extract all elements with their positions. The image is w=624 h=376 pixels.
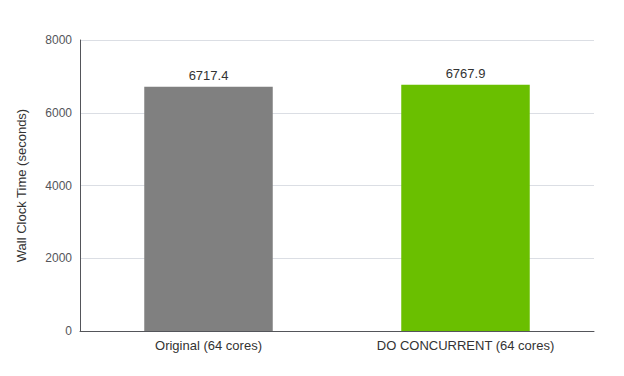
svg-text:Wall Clock Time (seconds): Wall Clock Time (seconds) bbox=[14, 109, 29, 262]
svg-text:4000: 4000 bbox=[45, 179, 72, 193]
svg-text:8000: 8000 bbox=[45, 33, 72, 47]
svg-text:2000: 2000 bbox=[45, 251, 72, 265]
svg-text:6000: 6000 bbox=[45, 106, 72, 120]
svg-text:Original (64 cores): Original (64 cores) bbox=[155, 338, 262, 353]
svg-text:6767.9: 6767.9 bbox=[446, 66, 486, 81]
svg-text:0: 0 bbox=[65, 324, 72, 338]
svg-text:6717.4: 6717.4 bbox=[189, 68, 229, 83]
svg-text:DO CONCURRENT (64 cores): DO CONCURRENT (64 cores) bbox=[377, 338, 554, 353]
